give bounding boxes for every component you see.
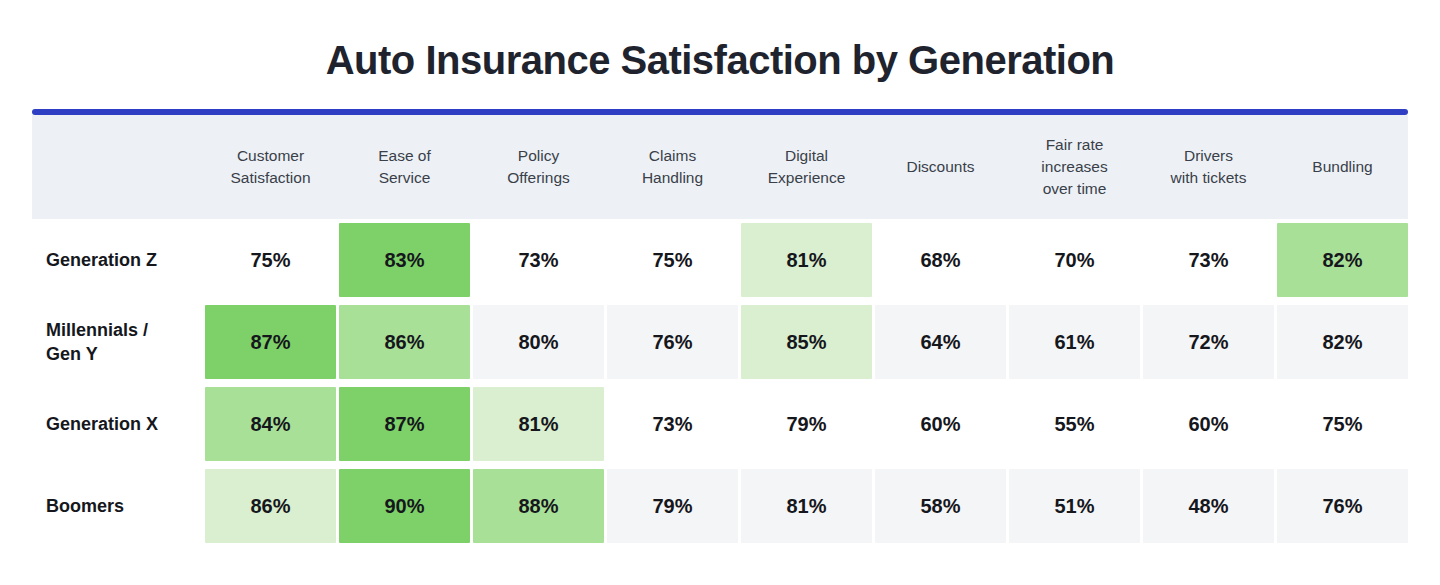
value-cell: 68% bbox=[875, 223, 1006, 297]
value-cell: 83% bbox=[339, 223, 470, 297]
table-body: Generation Z75%83%73%75%81%68%70%73%82%M… bbox=[32, 223, 1408, 543]
value-cell: 64% bbox=[875, 305, 1006, 379]
table-row: Boomers86%90%88%79%81%58%51%48%76% bbox=[32, 469, 1408, 543]
column-header: Bundling bbox=[1277, 156, 1408, 178]
infographic: Auto Insurance Satisfaction by Generatio… bbox=[32, 38, 1408, 543]
value-cell: 82% bbox=[1277, 223, 1408, 297]
column-header: ClaimsHandling bbox=[607, 145, 738, 188]
table-header: CustomerSatisfactionEase ofServicePolicy… bbox=[32, 115, 1408, 219]
table-row: Generation Z75%83%73%75%81%68%70%73%82% bbox=[32, 223, 1408, 297]
table-row: Millennials /Gen Y87%86%80%76%85%64%61%7… bbox=[32, 305, 1408, 379]
value-cell: 76% bbox=[607, 305, 738, 379]
column-header: Ease ofService bbox=[339, 145, 470, 188]
value-cell: 90% bbox=[339, 469, 470, 543]
value-cell: 48% bbox=[1143, 469, 1274, 543]
table-row: Generation X84%87%81%73%79%60%55%60%75% bbox=[32, 387, 1408, 461]
value-cell: 73% bbox=[473, 223, 604, 297]
column-header: PolicyOfferings bbox=[473, 145, 604, 188]
value-cell: 55% bbox=[1009, 387, 1140, 461]
value-cell: 60% bbox=[1143, 387, 1274, 461]
value-cell: 60% bbox=[875, 387, 1006, 461]
row-label: Generation X bbox=[32, 387, 202, 461]
value-cell: 84% bbox=[205, 387, 336, 461]
column-header: DigitalExperience bbox=[741, 145, 872, 188]
value-cell: 72% bbox=[1143, 305, 1274, 379]
value-cell: 86% bbox=[205, 469, 336, 543]
row-label: Millennials /Gen Y bbox=[32, 305, 202, 379]
value-cell: 88% bbox=[473, 469, 604, 543]
value-cell: 79% bbox=[607, 469, 738, 543]
value-cell: 87% bbox=[339, 387, 470, 461]
value-cell: 86% bbox=[339, 305, 470, 379]
row-label: Boomers bbox=[32, 469, 202, 543]
value-cell: 76% bbox=[1277, 469, 1408, 543]
value-cell: 85% bbox=[741, 305, 872, 379]
value-cell: 82% bbox=[1277, 305, 1408, 379]
value-cell: 73% bbox=[1143, 223, 1274, 297]
column-header: Fair rateincreasesover time bbox=[1009, 134, 1140, 199]
column-header: Discounts bbox=[875, 156, 1006, 178]
value-cell: 81% bbox=[473, 387, 604, 461]
column-header: CustomerSatisfaction bbox=[205, 145, 336, 188]
value-cell: 75% bbox=[607, 223, 738, 297]
value-cell: 75% bbox=[205, 223, 336, 297]
value-cell: 75% bbox=[1277, 387, 1408, 461]
value-cell: 80% bbox=[473, 305, 604, 379]
column-header: Driverswith tickets bbox=[1143, 145, 1274, 188]
value-cell: 58% bbox=[875, 469, 1006, 543]
value-cell: 81% bbox=[741, 469, 872, 543]
value-cell: 79% bbox=[741, 387, 872, 461]
satisfaction-table: CustomerSatisfactionEase ofServicePolicy… bbox=[32, 115, 1408, 543]
value-cell: 51% bbox=[1009, 469, 1140, 543]
value-cell: 73% bbox=[607, 387, 738, 461]
row-label: Generation Z bbox=[32, 223, 202, 297]
page-title: Auto Insurance Satisfaction by Generatio… bbox=[32, 38, 1408, 83]
value-cell: 81% bbox=[741, 223, 872, 297]
value-cell: 87% bbox=[205, 305, 336, 379]
value-cell: 61% bbox=[1009, 305, 1140, 379]
value-cell: 70% bbox=[1009, 223, 1140, 297]
